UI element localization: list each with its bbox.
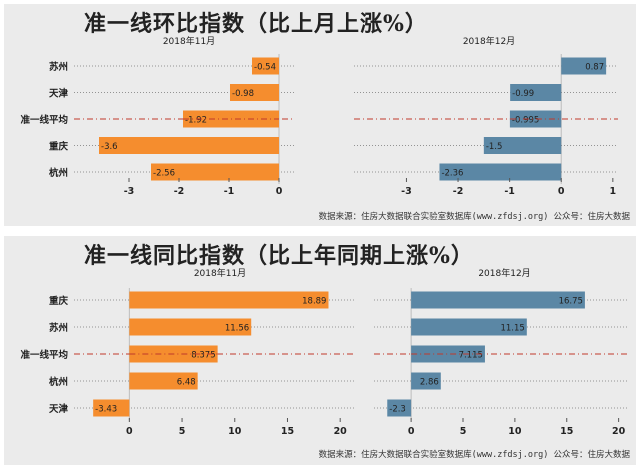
value-label: -0.98 bbox=[232, 89, 254, 99]
value-label: -0.99 bbox=[512, 89, 534, 99]
source-note: 数据来源：住房大数据联合实验室数据库(www.zfdsj.org) 公众号：住房… bbox=[318, 450, 630, 460]
bar bbox=[99, 137, 279, 154]
bar bbox=[252, 57, 279, 75]
x-tick-label: -1 bbox=[224, 186, 235, 197]
panel-month-label: 2018年11月 bbox=[163, 35, 215, 47]
bar bbox=[387, 399, 412, 417]
value-label: 2.86 bbox=[420, 378, 439, 388]
bar bbox=[483, 137, 562, 154]
x-tick-label: 15 bbox=[281, 426, 294, 437]
value-label: 16.75 bbox=[559, 297, 583, 307]
x-tick-label: 1 bbox=[610, 186, 617, 197]
x-tick-label: 0 bbox=[558, 186, 565, 197]
panel-month-label: 2018年11月 bbox=[194, 267, 246, 279]
value-label: -0.54 bbox=[254, 63, 276, 73]
value-label: 0.87 bbox=[585, 63, 604, 73]
value-label: 11.56 bbox=[225, 324, 249, 334]
value-label: 18.89 bbox=[302, 297, 326, 307]
bar bbox=[411, 291, 585, 309]
category-label: 准一线平均 bbox=[20, 114, 68, 126]
x-tick-label: 5 bbox=[179, 426, 186, 437]
bar bbox=[129, 372, 198, 390]
x-tick-label: 20 bbox=[334, 426, 348, 437]
x-tick-label: 5 bbox=[460, 426, 467, 437]
value-label: 8.375 bbox=[191, 351, 215, 361]
value-label: -1.92 bbox=[185, 116, 207, 126]
bar bbox=[509, 110, 562, 128]
bar bbox=[151, 163, 279, 181]
category-label: 重庆 bbox=[49, 141, 69, 153]
bar bbox=[411, 318, 527, 336]
x-tick-label: -1 bbox=[504, 186, 515, 197]
category-label: 重庆 bbox=[49, 295, 69, 307]
category-label: 准一线平均 bbox=[20, 349, 68, 361]
x-tick-label: 20 bbox=[612, 426, 626, 437]
bar bbox=[411, 345, 485, 363]
category-label: 天津 bbox=[49, 403, 69, 415]
category-label: 天津 bbox=[49, 88, 69, 100]
x-tick-label: -2 bbox=[174, 186, 185, 197]
x-tick-label: -3 bbox=[401, 186, 412, 197]
x-tick-label: 0 bbox=[126, 426, 133, 437]
value-label: -2.36 bbox=[441, 169, 463, 179]
bar bbox=[129, 318, 252, 336]
bar bbox=[129, 291, 329, 309]
value-label: 6.48 bbox=[177, 378, 196, 388]
panel-month-label: 2018年12月 bbox=[463, 35, 515, 47]
x-tick-label: -3 bbox=[124, 186, 135, 197]
x-tick-label: 0 bbox=[276, 186, 283, 197]
x-tick-label: 10 bbox=[508, 426, 522, 437]
value-label: -3.6 bbox=[101, 142, 118, 152]
value-label: -0.995 bbox=[512, 116, 539, 126]
category-label: 苏州 bbox=[49, 61, 68, 73]
bar bbox=[411, 372, 441, 390]
bar bbox=[561, 57, 607, 75]
x-tick-label: 10 bbox=[228, 426, 242, 437]
value-label: 11.15 bbox=[500, 324, 524, 334]
panel-month-label: 2018年12月 bbox=[478, 267, 530, 279]
x-tick-label: -2 bbox=[453, 186, 464, 197]
value-label: -2.56 bbox=[153, 169, 175, 179]
x-tick-label: 0 bbox=[408, 426, 415, 437]
chart-title: 准一线同比指数（比上年同期上涨%） bbox=[84, 243, 474, 269]
source-note: 数据来源：住房大数据联合实验室数据库(www.zfdsj.org) 公众号：住房… bbox=[318, 212, 630, 222]
bar bbox=[439, 163, 562, 181]
bar bbox=[230, 84, 279, 101]
yoy-index-chart: 准一线同比指数（比上年同期上涨%） 重庆苏州准一线平均杭州天津 2018年11月 1… bbox=[4, 236, 636, 465]
x-tick-label: 15 bbox=[560, 426, 573, 437]
bar bbox=[93, 399, 130, 417]
mom-index-chart: 准一线环比指数（比上月上涨%） 苏州天津准一线平均重庆杭州 2018年11月 -0.… bbox=[4, 4, 636, 226]
value-label: 7.115 bbox=[459, 351, 483, 361]
bar bbox=[510, 84, 562, 101]
category-label: 苏州 bbox=[49, 322, 68, 334]
value-label: -3.43 bbox=[95, 405, 117, 415]
chart-title: 准一线环比指数（比上月上涨%） bbox=[84, 11, 428, 37]
category-label: 杭州 bbox=[49, 167, 68, 179]
value-label: -1.5 bbox=[486, 142, 503, 152]
category-label: 杭州 bbox=[49, 376, 68, 388]
value-label: -2.3 bbox=[389, 405, 406, 415]
